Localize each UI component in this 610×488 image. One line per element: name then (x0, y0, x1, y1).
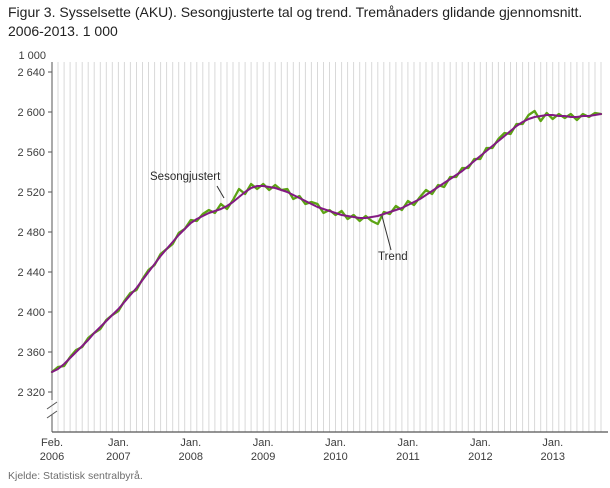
x-tick-label-year: 2011 (396, 451, 420, 463)
y-tick-label: 2 400 (17, 307, 45, 319)
x-tick-label-month: Jan. (398, 437, 419, 449)
y-axis-unit-label: 1 000 (18, 50, 46, 62)
trend-series-label: Trend (378, 251, 408, 263)
x-tick-label-year: 2006 (40, 451, 64, 463)
x-tick-label-year: 2010 (323, 451, 347, 463)
x-tick-label-year: 2008 (179, 451, 203, 463)
y-tick-label: 2 560 (17, 147, 45, 159)
x-tick-label-year: 2009 (251, 451, 275, 463)
y-tick-label: 2 520 (17, 187, 45, 199)
seasonal-series-label: Sesongjustert (150, 171, 221, 183)
line-chart: 2 640 2 600 2 560 2 520 2 480 2 440 2 400 2 360… (17, 50, 608, 463)
x-tick-label-month: Jan. (542, 437, 563, 449)
axis-break-mark (46, 410, 58, 419)
y-tick-label: 2 360 (17, 347, 45, 359)
y-tick-label: 2 640 (17, 67, 45, 79)
x-tick-label-month: Jan. (108, 437, 129, 449)
x-tick-label-month: Feb. (41, 437, 63, 449)
x-tick-label-month: Jan. (325, 437, 346, 449)
y-tick-label: 2 440 (17, 267, 45, 279)
trend-label-pointer (381, 215, 392, 251)
x-tick-label-month: Jan. (180, 437, 201, 449)
seasonal-label-pointer (216, 185, 225, 199)
axis-break-mark (46, 401, 58, 410)
x-tick-label-month: Jan. (253, 437, 274, 449)
x-tick-label-year: 2012 (468, 451, 492, 463)
y-tick-label: 2 600 (17, 107, 45, 119)
x-tick-label-month: Jan. (470, 437, 491, 449)
seasonal-series-line (50, 109, 603, 374)
trend-series-line (51, 113, 602, 373)
source-note: Kjelde: Statistisk sentralbyrå. (8, 470, 143, 482)
y-tick-label: 2 320 (17, 387, 45, 399)
x-tick-label-year: 2007 (106, 451, 130, 463)
figure-title: Figur 3. Sysselsette (AKU). Sesongjuster… (8, 4, 583, 39)
y-tick-label: 2 480 (17, 227, 45, 239)
x-tick-label-year: 2013 (540, 451, 564, 463)
